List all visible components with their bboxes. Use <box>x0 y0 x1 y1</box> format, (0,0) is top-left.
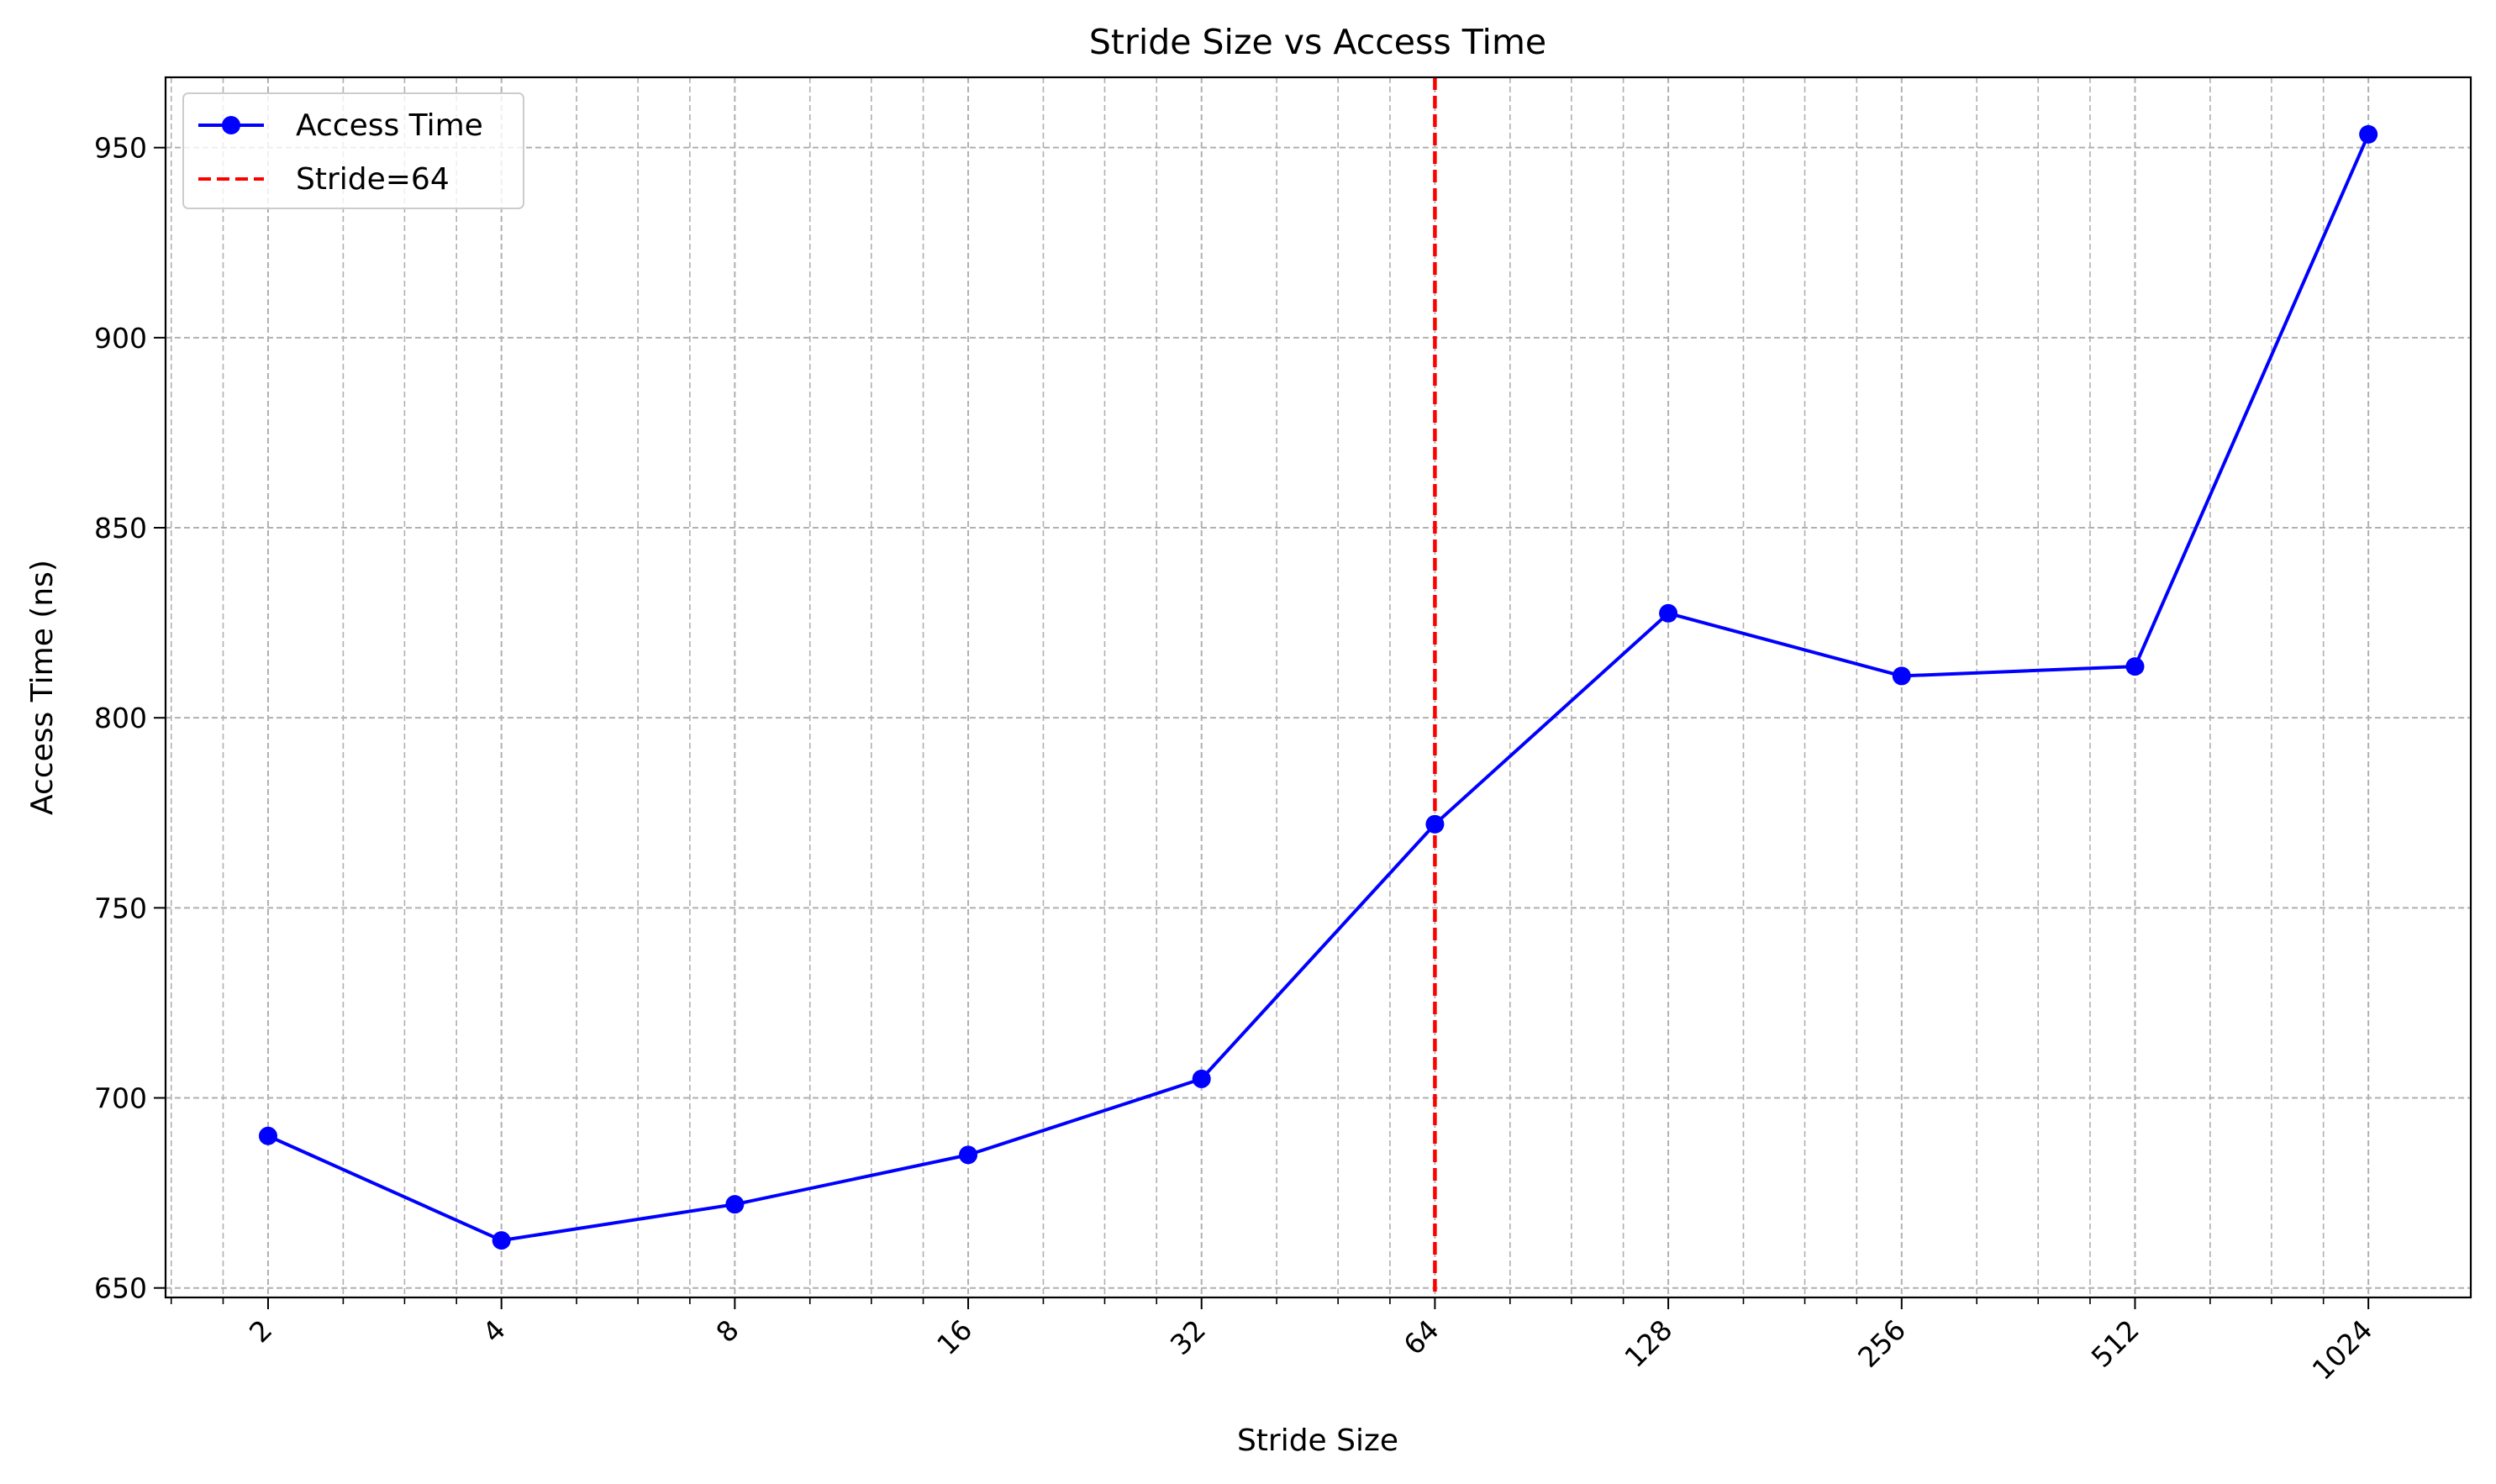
data-point <box>1192 1069 1211 1088</box>
data-point <box>1425 814 1445 834</box>
legend-box <box>182 92 524 209</box>
y-axis-label: Access Time (ns) <box>25 560 60 815</box>
series-line-access-time <box>267 134 2371 1243</box>
major-grid <box>166 77 2471 1297</box>
y-tick-label: 850 <box>94 512 147 545</box>
y-tick-label: 800 <box>94 702 147 734</box>
data-point <box>2125 657 2145 676</box>
y-tick-label: 900 <box>94 322 147 355</box>
data-point <box>959 1145 978 1165</box>
data-point <box>1892 666 1911 686</box>
y-tick-label: 700 <box>94 1082 147 1115</box>
plot-frame <box>164 76 2472 1299</box>
chart-title: Stride Size vs Access Time <box>1089 22 1546 62</box>
series-layer <box>258 124 2378 1250</box>
legend: Access Time Stride=64 <box>182 92 524 209</box>
y-tick-label: 950 <box>94 132 147 165</box>
legend-access-time-marker <box>222 116 240 134</box>
data-point <box>2359 124 2378 144</box>
y-tick-label: 750 <box>94 892 147 924</box>
y-axis-ticks: 650 700 750 800 850 900 950 <box>94 132 166 1305</box>
data-point <box>725 1195 745 1214</box>
legend-stride-64-label: Stride=64 <box>296 162 450 197</box>
legend-access-time-label: Access Time <box>296 108 483 143</box>
y-tick-label: 650 <box>94 1272 147 1305</box>
data-point <box>492 1231 511 1250</box>
x-axis-label: Stride Size <box>1237 1423 1398 1458</box>
data-point <box>258 1126 277 1145</box>
data-point <box>1659 603 1678 623</box>
